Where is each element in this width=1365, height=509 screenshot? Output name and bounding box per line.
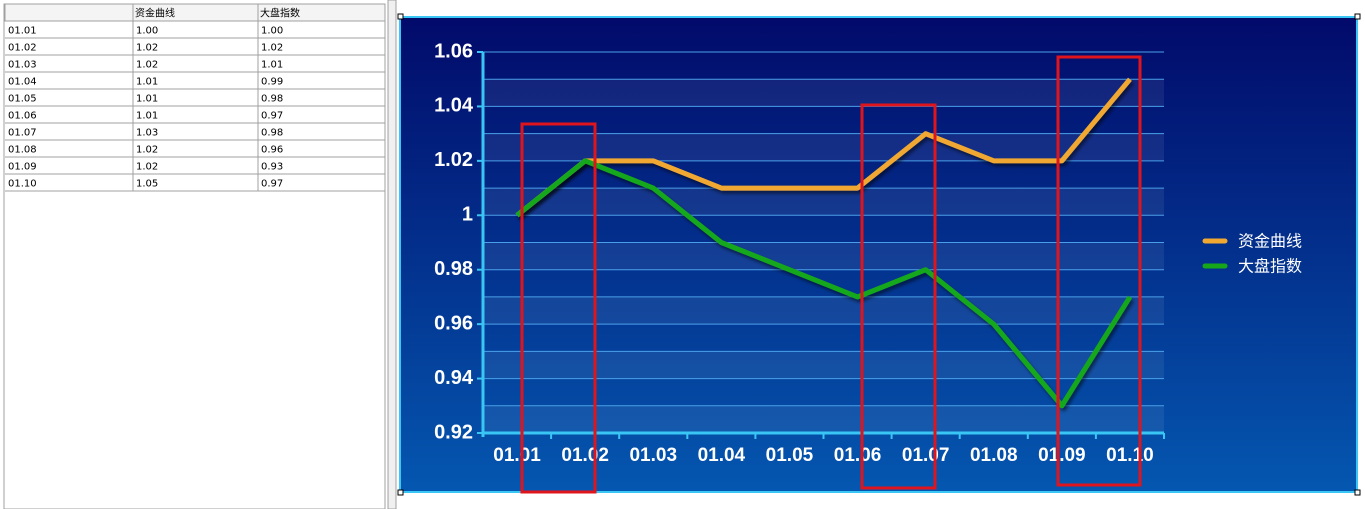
chart-area	[399, 16, 1358, 493]
handle[interactable]	[1354, 13, 1361, 20]
table-cell: 1.01	[136, 94, 158, 105]
table-cell: 1.01	[136, 111, 158, 122]
y-tick-label: 0.92	[434, 421, 473, 443]
table-cell: 0.98	[261, 94, 283, 105]
header-row	[4, 3, 386, 22]
highlight-box	[1056, 55, 1142, 487]
table-cell: 1.01	[136, 77, 158, 88]
table-cell: 1.02	[261, 43, 283, 54]
handle[interactable]	[1354, 489, 1361, 496]
grid-band	[483, 133, 1164, 161]
y-tick-label: 1	[462, 204, 473, 226]
x-tick-label: 01.09	[1038, 445, 1086, 466]
highlight-box	[860, 103, 937, 490]
x-tick-label: 01.08	[970, 445, 1018, 466]
grid-band	[483, 405, 1164, 433]
legend-label: 大盘指数	[1238, 257, 1302, 276]
table-cell: 01.04	[8, 77, 37, 88]
table-cell: 01.01	[8, 26, 37, 37]
table-cell: 1.00	[136, 26, 158, 37]
table-cell: 01.02	[8, 43, 37, 54]
grid-band	[483, 351, 1164, 379]
legend-label: 资金曲线	[1238, 232, 1302, 251]
table-cell: 01.06	[8, 111, 37, 122]
table-cell: 01.09	[8, 162, 37, 173]
table-cell: 0.97	[261, 111, 283, 122]
table-cell: 0.96	[261, 145, 283, 156]
x-tick-label: 01.01	[493, 445, 541, 466]
handle[interactable]	[397, 13, 404, 20]
handle[interactable]	[397, 489, 404, 496]
table-cell: 01.07	[8, 128, 37, 139]
table-cell: 1.03	[136, 128, 158, 139]
y-tick-label: 1.06	[434, 40, 473, 62]
table-cell: 1.02	[136, 43, 158, 54]
table-cell: 01.03	[8, 60, 37, 71]
table-cell: 1.05	[136, 179, 158, 190]
series-line	[515, 77, 1132, 218]
y-tick-label: 1.04	[434, 95, 474, 117]
grid-band	[483, 242, 1164, 270]
annotations	[520, 55, 1142, 494]
grid-band	[483, 296, 1164, 325]
y-tick-label: 0.98	[434, 258, 473, 280]
splitter[interactable]	[387, 0, 397, 509]
x-tick-label: 01.04	[698, 445, 746, 466]
table-cell: 1.02	[136, 60, 158, 71]
x-tick-label: 01.02	[561, 445, 609, 466]
x-tick-label: 01.03	[629, 445, 677, 466]
table-cell: 0.93	[261, 162, 283, 173]
y-tick-label: 1.02	[434, 149, 473, 171]
series-line	[515, 158, 1133, 409]
y-tick-label: 0.94	[434, 367, 474, 389]
column-header: 大盘指数	[260, 7, 300, 20]
highlight-box	[520, 122, 597, 494]
table-cell: 0.99	[261, 77, 283, 88]
y-tick-label: 0.96	[434, 312, 473, 334]
table-cell: 1.02	[136, 145, 158, 156]
table-cell: 1.01	[261, 60, 283, 71]
table-frame	[3, 3, 386, 509]
table-cell: 0.97	[261, 179, 283, 190]
x-tick-label: 01.06	[834, 445, 882, 466]
selection-handles[interactable]	[397, 13, 1361, 496]
grid-band	[483, 188, 1164, 216]
grid-band	[483, 79, 1164, 107]
table-cell: 1.02	[136, 162, 158, 173]
table-cell: 01.05	[8, 94, 37, 105]
x-tick-label: 01.07	[902, 445, 950, 466]
table-cell: 1.00	[261, 26, 283, 37]
x-tick-label: 01.10	[1106, 445, 1154, 466]
column-header: 资金曲线	[135, 7, 175, 20]
table-cell: 01.10	[8, 179, 37, 190]
table-cell: 01.08	[8, 145, 37, 156]
x-tick-label: 01.05	[766, 445, 814, 466]
table-cell: 0.98	[261, 128, 283, 139]
